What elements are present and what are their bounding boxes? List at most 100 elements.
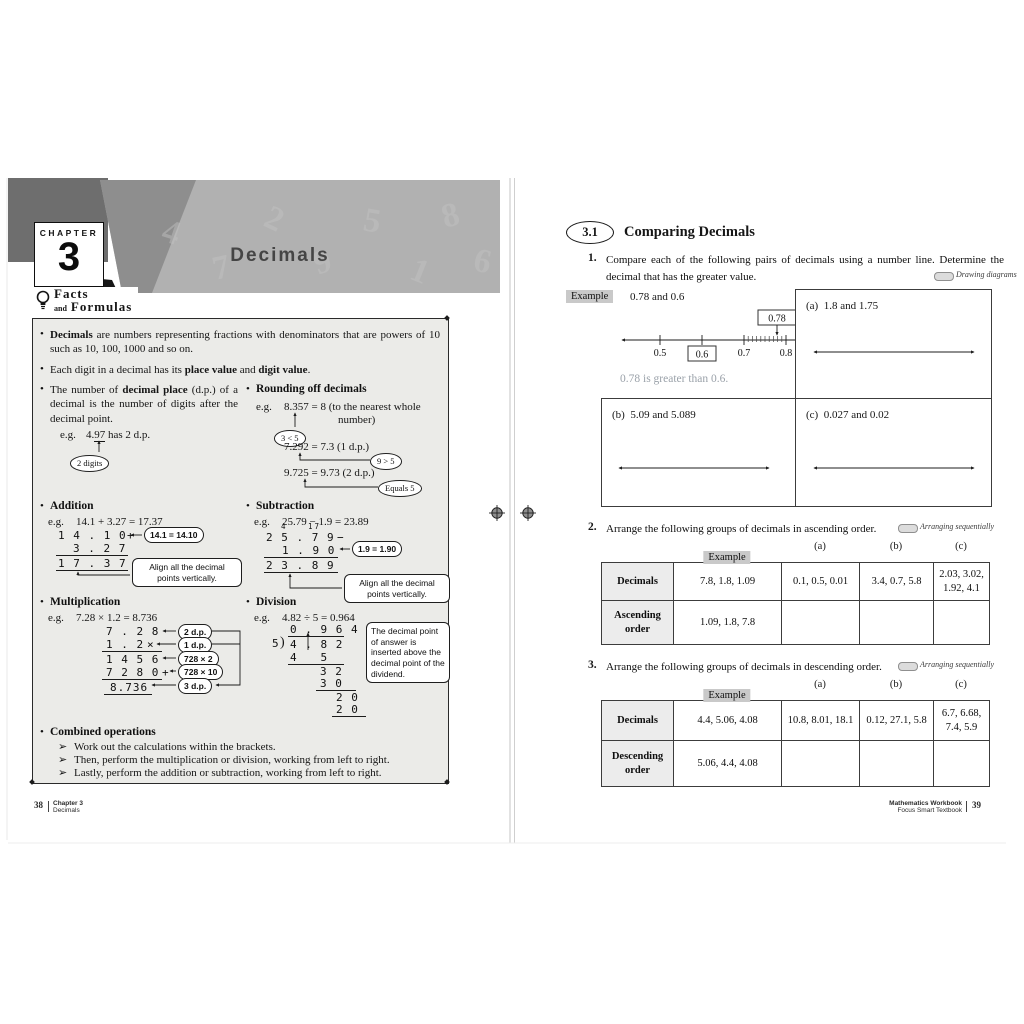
column-header-c: (c) — [955, 679, 967, 690]
decimals-a-cell: 10.8, 8.01, 18.1 — [781, 700, 860, 741]
svg-text:5: 5 — [361, 201, 384, 240]
subtraction-expression: 25.79 − 1.9 = 23.89 — [282, 516, 369, 528]
bold-term: Decimals — [50, 329, 93, 341]
descending-order-table: Decimals 4.4, 5.06, 4.08 10.8, 8.01, 18.… — [601, 700, 990, 787]
fact-decimals-definition: Decimals are numbers representing fracti… — [50, 328, 440, 357]
div-step1: 4 5 — [290, 651, 329, 664]
combined-item: Then, perform the multiplication or divi… — [74, 754, 390, 766]
rule-line — [264, 572, 338, 573]
table-row: Descending order 5.06, 4.4, 4.08 — [601, 740, 990, 787]
div-quotient: 0 . 9 6 4 — [290, 623, 359, 636]
rule-line — [288, 664, 344, 665]
subtraction-row1: 2 5 . 7 9 — [266, 531, 335, 544]
arrow-bullet: ➢ — [58, 754, 68, 766]
decimals-example-cell: 7.8, 1.8, 1.09 — [673, 562, 782, 601]
addition-row2: 3 . 2 7 — [73, 542, 127, 555]
formulas-word: Formulas — [70, 299, 133, 314]
column-header-b: (b) — [889, 679, 903, 690]
align-note: Align all the decimal points vertically. — [344, 574, 450, 604]
rounding-example-3: 9.725 = 9.73 (2 d.p.) — [284, 467, 375, 479]
facts-formulas-label: Facts and Formulas — [36, 286, 139, 316]
svg-text:0.8: 0.8 — [780, 348, 793, 359]
dp-value: 4. — [86, 429, 95, 441]
blank-answer-cell — [781, 740, 860, 787]
question-3-text: Arrange the following groups of decimals… — [606, 661, 882, 673]
decimals-c-cell: 6.7, 6.68, 7.4, 5.9 — [933, 700, 990, 741]
column-header-a: (a) — [814, 541, 826, 552]
combined-operations-title: Combined operations — [50, 726, 156, 738]
decimals-example-cell: 4.4, 5.06, 4.08 — [673, 700, 782, 741]
mul-row3: 1 4 5 6 — [106, 653, 160, 666]
example-answer-cell: 1.09, 1.8, 7.8 — [673, 600, 782, 645]
blank-answer-cell — [781, 600, 860, 645]
bullet: • — [40, 328, 44, 340]
addition-row3: 1 7 . 3 7 — [58, 557, 127, 570]
round-callout-1: 3 < 5 — [274, 430, 306, 447]
eg-label: e.g. — [48, 516, 64, 528]
bold-term: place value — [184, 364, 237, 376]
dp-value: has 2 d.p. — [105, 429, 151, 441]
fact-text: Each digit in a decimal has its — [50, 364, 185, 376]
fact-text: The number of — [50, 384, 123, 396]
eg-label: e.g. — [256, 401, 272, 413]
section-title: Comparing Decimals — [624, 224, 755, 240]
column-header-c: (c) — [955, 541, 967, 552]
skill-badge-icon — [934, 272, 954, 281]
example-answer: 0.78 is greater than 0.6. — [620, 373, 729, 385]
division-expression: 4.82 ÷ 5 = 0.964 — [282, 612, 355, 624]
chapter-word: CHAPTER — [39, 228, 99, 238]
answer-box-a: (a) 1.8 and 1.75 — [795, 289, 992, 400]
boxed-tick — [687, 345, 717, 362]
dp-underlined: 97 — [94, 429, 106, 442]
question-number: 2. — [588, 521, 597, 533]
round-callout-3: Equals 5 — [378, 480, 422, 497]
example-answer-cell: 5.06, 4.4, 4.08 — [673, 740, 782, 787]
subtraction-callout: 1.9 = 1.90 — [352, 541, 403, 557]
fact-text: are numbers representing fractions with … — [50, 329, 440, 356]
dp-example: 4.97 has 2 d.p. — [86, 428, 150, 442]
answer-box-c: (c) 0.027 and 0.02 — [795, 398, 992, 507]
example-label: Example — [703, 551, 751, 564]
bold-term: decimal place — [122, 384, 188, 396]
page-number: 39 — [972, 800, 981, 810]
chapter-number: 3 — [57, 235, 81, 279]
round-callout-2: 9 > 5 — [370, 453, 402, 470]
mul-row1: 7 . 2 8 — [106, 625, 160, 638]
footer-divider — [48, 801, 49, 812]
footer-series: Mathematics Workbook — [889, 800, 962, 807]
boxed-tick-text: 0.6 — [696, 350, 709, 361]
facts-word: Facts — [54, 286, 89, 301]
division-bracket: ) — [280, 635, 285, 650]
decimals-c-cell: 2.03, 3.02, 1.92, 4.1 — [933, 562, 990, 601]
footer-chapter: Chapter 3 — [53, 800, 83, 807]
addition-expression: 14.1 + 3.27 = 17.37 — [76, 516, 163, 528]
skill-label: Drawing diagrams — [956, 270, 1017, 279]
eg-label: e.g. — [254, 612, 270, 624]
rule-line — [332, 716, 366, 717]
bullet: • — [40, 726, 44, 738]
rule-line — [102, 651, 162, 652]
lightbulb-icon — [36, 289, 50, 315]
rule-line — [264, 557, 338, 558]
chapter-tab: CHAPTER 3 — [34, 222, 104, 287]
row-label: Decimals — [601, 700, 674, 741]
fact-text: . — [307, 364, 311, 376]
div-step5: 2 0 — [336, 703, 359, 716]
page-number: 38 — [34, 800, 43, 810]
decimals-b-cell: 3.4, 0.7, 5.8 — [859, 562, 934, 601]
blank-answer-cell — [859, 740, 934, 787]
skill-label: Arranging sequentially — [920, 660, 994, 669]
fact-text: and — [236, 364, 259, 376]
row-label: Descending order — [601, 740, 674, 787]
rule-line — [102, 679, 162, 680]
page-title: Decimals — [230, 245, 330, 266]
bullet: • — [40, 596, 44, 608]
bullet: • — [246, 500, 250, 512]
borrow-digit: 4 — [281, 522, 288, 531]
rule-line — [316, 690, 356, 691]
rounding-title: Rounding off decimals — [256, 383, 367, 395]
part-pair: 1.8 and 1.75 — [823, 300, 879, 312]
bold-term: digit value — [258, 364, 308, 376]
subtraction-row3: 2 3 . 8 9 — [266, 559, 335, 572]
arrow-bullet: ➢ — [58, 767, 68, 779]
